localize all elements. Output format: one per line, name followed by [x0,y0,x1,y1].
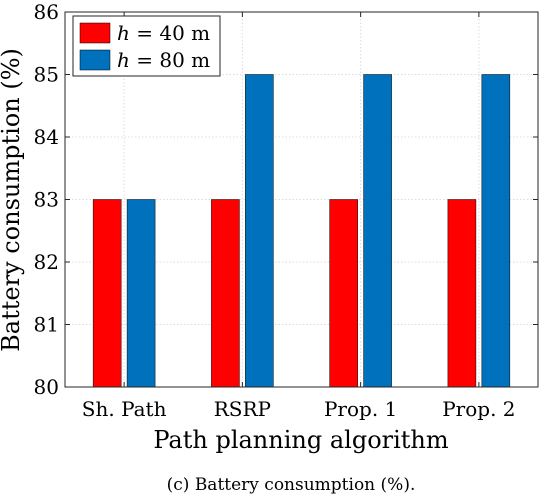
y-tick-label: 80 [34,375,59,399]
bars [92,74,511,388]
y-tick-labels: 80 81 82 83 84 85 86 [34,0,59,399]
bar-2-rsrp [245,74,274,388]
y-axis-label: Battery consumption (%) [0,48,25,352]
bar-1-prop-2 [447,199,477,388]
tick-marks [65,11,538,388]
legend: h = 40 m h = 80 m [72,15,221,77]
y-tick-label: 82 [34,250,59,274]
bar-1-sh-path [92,199,122,388]
x-tick-label: Sh. Path [82,397,167,421]
x-tick-labels: Sh. Path RSRP Prop. 1 Prop. 2 [82,397,516,421]
bar-2-sh-path [126,199,156,388]
bar-1-prop-1 [329,199,358,388]
legend-label: h = 80 m [117,48,210,72]
legend-swatch [79,49,111,71]
x-axis-label: Path planning algorithm [153,426,449,454]
legend-label: h = 40 m [117,21,210,45]
x-tick-label: RSRP [214,397,271,421]
y-tick-label: 83 [34,188,59,212]
grid-lines [65,12,538,387]
x-tick-label: Prop. 1 [324,397,397,421]
figure-caption: (c) Battery consumption (%). [167,475,416,495]
legend-swatch [79,22,111,44]
x-tick-label: Prop. 2 [442,397,515,421]
bar-2-prop-1 [363,74,392,388]
y-tick-label: 86 [34,0,59,24]
y-tick-label: 84 [34,125,59,149]
y-tick-label: 85 [34,63,59,87]
y-tick-label: 81 [34,313,59,337]
bar-2-prop-2 [481,74,511,388]
bar-1-rsrp [211,199,240,388]
